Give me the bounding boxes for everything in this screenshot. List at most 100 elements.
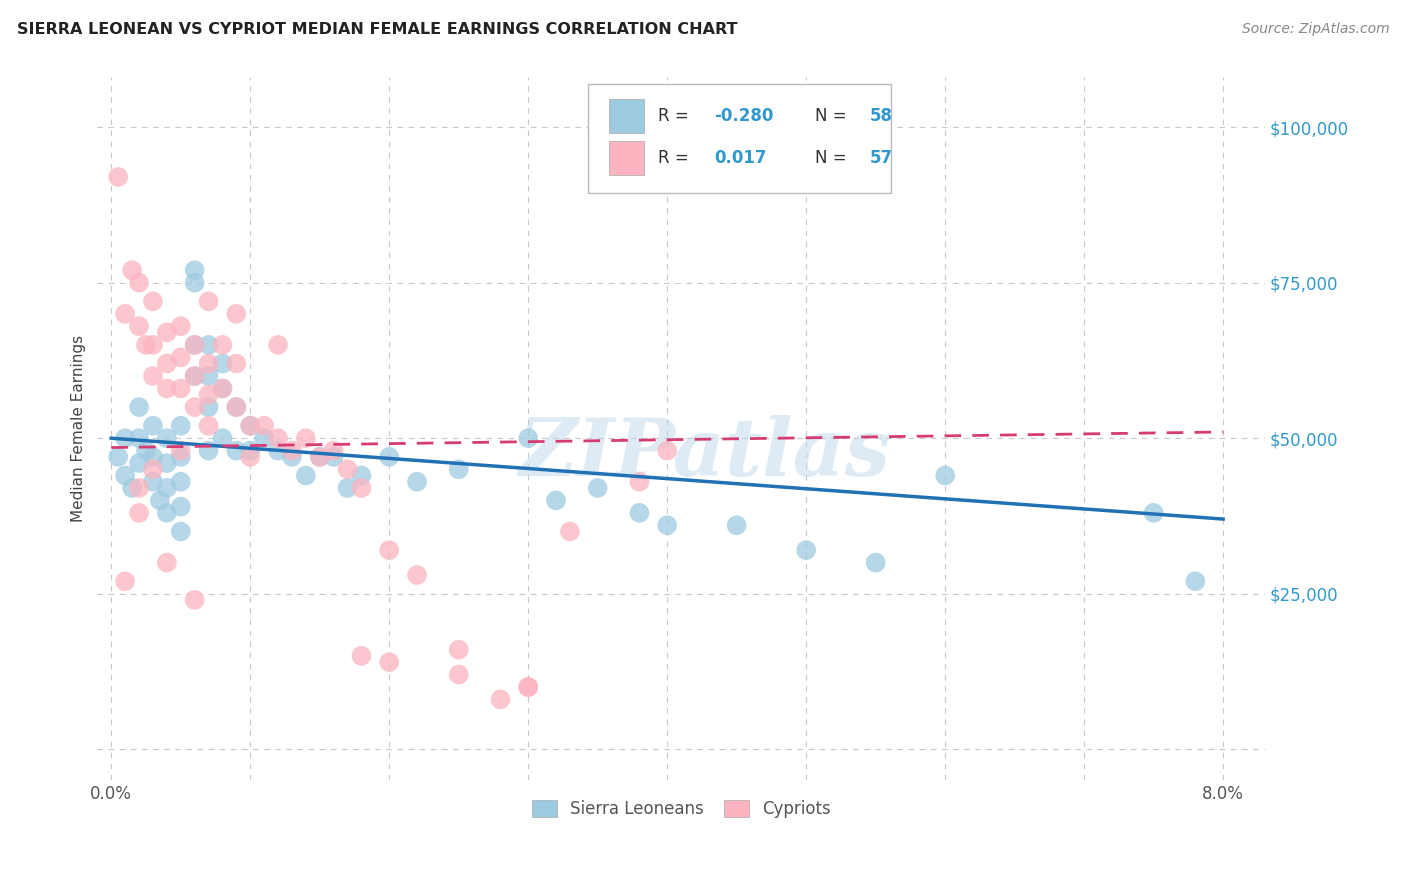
Point (350, 468, 373, 483)
Point (197, 400, 219, 414)
Point (350, 648, 373, 663)
Point (322, 450, 344, 464)
Point (267, 338, 290, 352)
Point (156, 481, 179, 495)
Point (156, 326, 179, 340)
Point (725, 518, 748, 533)
Text: R =: R = (658, 149, 693, 168)
Text: 0.017: 0.017 (714, 149, 766, 168)
Point (225, 307, 247, 321)
Point (128, 400, 150, 414)
Point (149, 493, 172, 508)
Point (197, 387, 219, 401)
Point (156, 431, 179, 445)
Point (295, 431, 318, 445)
Point (350, 481, 373, 495)
Point (378, 450, 401, 464)
Point (211, 381, 233, 395)
Point (183, 369, 205, 384)
Point (517, 431, 540, 445)
Text: N =: N = (815, 149, 852, 168)
Text: N =: N = (815, 107, 852, 125)
FancyBboxPatch shape (609, 99, 644, 133)
Text: 57: 57 (870, 149, 893, 168)
Point (142, 369, 165, 384)
Point (135, 338, 157, 352)
Point (183, 369, 205, 384)
Point (156, 556, 179, 570)
Point (128, 481, 150, 495)
Point (197, 418, 219, 433)
Point (934, 468, 956, 483)
Point (197, 294, 219, 309)
Point (447, 642, 470, 657)
Y-axis label: Median Female Earnings: Median Female Earnings (72, 335, 86, 523)
Point (657, 443, 679, 458)
Point (225, 443, 247, 458)
Point (135, 443, 157, 458)
Point (517, 680, 540, 694)
Point (253, 418, 276, 433)
Point (197, 369, 219, 384)
Point (295, 468, 318, 483)
Point (211, 338, 233, 352)
Point (447, 667, 470, 681)
Point (183, 263, 205, 277)
Point (128, 456, 150, 470)
Point (121, 263, 143, 277)
Point (142, 294, 165, 309)
Point (406, 568, 429, 582)
Point (225, 357, 247, 371)
Point (1143, 506, 1166, 520)
Point (239, 450, 262, 464)
Point (170, 418, 193, 433)
Point (239, 418, 262, 433)
Point (628, 475, 651, 489)
Point (558, 524, 581, 539)
Text: SIERRA LEONEAN VS CYPRIOT MEDIAN FEMALE EARNINGS CORRELATION CHART: SIERRA LEONEAN VS CYPRIOT MEDIAN FEMALE … (17, 22, 737, 37)
Point (322, 443, 344, 458)
Point (336, 462, 359, 476)
Point (489, 692, 512, 706)
Point (170, 524, 193, 539)
Point (211, 357, 233, 371)
Point (121, 481, 143, 495)
Point (586, 481, 609, 495)
Point (170, 319, 193, 334)
Point (114, 431, 136, 445)
Point (183, 400, 205, 414)
Point (1184, 574, 1206, 589)
Point (406, 475, 429, 489)
Point (225, 400, 247, 414)
Text: -0.280: -0.280 (714, 107, 773, 125)
Text: 58: 58 (870, 107, 893, 125)
Point (170, 443, 193, 458)
Point (239, 418, 262, 433)
Point (142, 338, 165, 352)
FancyBboxPatch shape (609, 142, 644, 175)
Point (142, 418, 165, 433)
Point (170, 450, 193, 464)
Point (197, 338, 219, 352)
Point (253, 431, 276, 445)
Point (183, 276, 205, 290)
Point (657, 518, 679, 533)
Point (114, 468, 136, 483)
Point (156, 357, 179, 371)
Point (239, 443, 262, 458)
Text: Source: ZipAtlas.com: Source: ZipAtlas.com (1241, 22, 1389, 37)
Point (197, 357, 219, 371)
Point (170, 351, 193, 365)
Point (183, 338, 205, 352)
Point (378, 543, 401, 558)
Point (267, 443, 290, 458)
Text: ZIPatlas: ZIPatlas (519, 415, 890, 492)
Point (128, 431, 150, 445)
Point (197, 443, 219, 458)
Point (544, 493, 567, 508)
Point (156, 456, 179, 470)
Point (142, 462, 165, 476)
Point (170, 381, 193, 395)
Point (378, 655, 401, 669)
FancyBboxPatch shape (588, 85, 891, 194)
